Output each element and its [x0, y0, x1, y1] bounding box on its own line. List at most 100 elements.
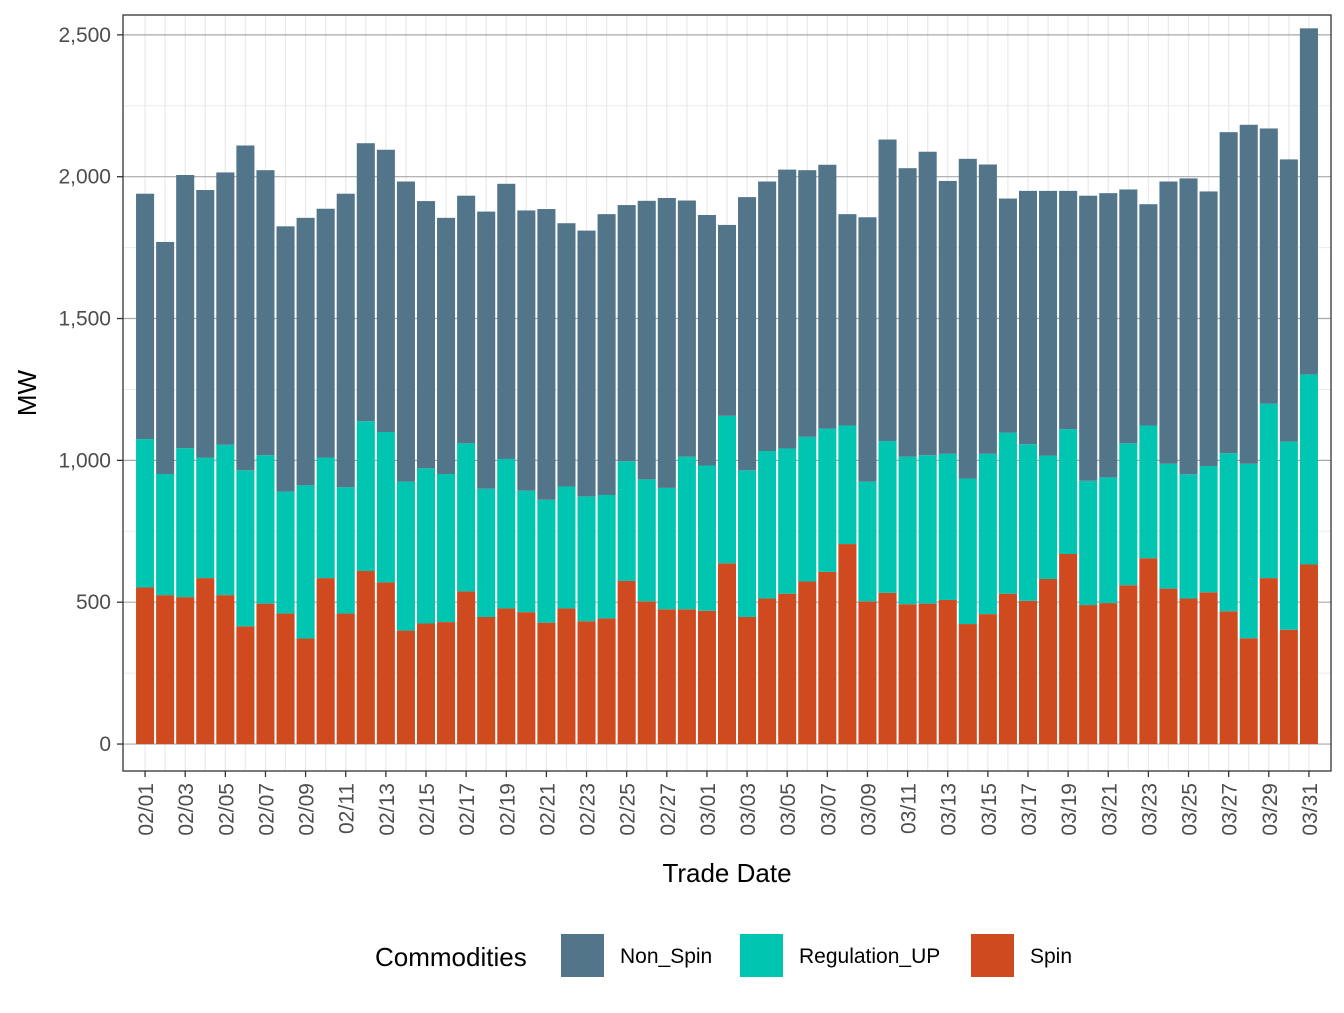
bar-segment-non-spin — [617, 205, 636, 462]
x-tick-label: 03/27 — [1219, 783, 1242, 836]
bar-segment-regulation-up — [176, 448, 195, 598]
bar-segment-non-spin — [1039, 190, 1058, 456]
bar-segment-non-spin — [597, 214, 616, 495]
bar-segment-regulation-up — [1279, 441, 1298, 630]
bar-segment-non-spin — [1299, 28, 1318, 375]
bar-segment-regulation-up — [196, 457, 215, 579]
bar-segment-non-spin — [938, 180, 957, 454]
x-tick-label: 03/17 — [1018, 783, 1041, 836]
bar-segment-non-spin — [256, 170, 275, 456]
x-tick-label: 03/03 — [737, 783, 760, 836]
bar-segment-regulation-up — [376, 432, 395, 583]
x-tick-label: 03/11 — [898, 783, 921, 834]
x-tick-label: 03/13 — [938, 783, 961, 836]
bar-segment-spin — [477, 616, 496, 745]
x-tick-label: 02/03 — [175, 783, 198, 836]
bar-segment-regulation-up — [697, 465, 716, 611]
bar-segment-spin — [918, 603, 937, 745]
bar-segment-spin — [637, 601, 656, 745]
bar-segment-non-spin — [1159, 181, 1178, 464]
bar-segment-spin — [457, 591, 476, 745]
bar-segment-non-spin — [196, 190, 215, 458]
bar-segment-non-spin — [1239, 124, 1258, 464]
bar-segment-non-spin — [1099, 193, 1118, 478]
bar-segment-non-spin — [136, 193, 155, 440]
y-tick-label: 1,000 — [58, 449, 111, 472]
x-tick-label: 02/13 — [376, 783, 399, 836]
bar-segment-spin — [296, 638, 315, 745]
bar-segment-non-spin — [978, 164, 997, 454]
bar-segment-regulation-up — [998, 432, 1017, 594]
bar-segment-spin — [577, 621, 596, 745]
bar-segment-regulation-up — [136, 439, 155, 588]
bar-segment-regulation-up — [156, 473, 175, 596]
bar-segment-regulation-up — [898, 456, 917, 605]
bar-segment-spin — [998, 593, 1017, 745]
bar-segment-regulation-up — [677, 456, 696, 610]
bar-segment-regulation-up — [457, 443, 476, 592]
bars-layer — [136, 28, 1318, 745]
bar-segment-non-spin — [1018, 190, 1038, 445]
bar-segment-non-spin — [296, 217, 315, 486]
bar-segment-non-spin — [1139, 204, 1158, 426]
bar-segment-spin — [316, 578, 335, 745]
bar-segment-regulation-up — [497, 458, 516, 609]
x-tick-label: 03/01 — [697, 783, 720, 836]
bar-segment-non-spin — [1119, 189, 1138, 444]
bar-segment-spin — [818, 571, 837, 745]
bar-segment-regulation-up — [537, 499, 556, 623]
bar-segment-non-spin — [537, 209, 556, 500]
bar-segment-spin — [416, 623, 436, 745]
bar-segment-spin — [617, 580, 636, 745]
bar-segment-non-spin — [437, 217, 456, 474]
bar-segment-non-spin — [216, 172, 235, 445]
y-tick-label: 2,500 — [58, 24, 111, 47]
bar-segment-spin — [497, 608, 516, 745]
bar-segment-non-spin — [396, 181, 415, 482]
bar-segment-spin — [1259, 578, 1278, 745]
bar-segment-spin — [1159, 588, 1178, 745]
bar-segment-non-spin — [557, 223, 576, 487]
bar-segment-non-spin — [717, 224, 737, 416]
bar-segment-regulation-up — [256, 455, 275, 604]
x-tick-label: 03/07 — [817, 783, 840, 836]
bar-segment-spin — [537, 622, 556, 745]
bar-segment-regulation-up — [617, 461, 636, 581]
bar-segment-non-spin — [336, 193, 355, 488]
bar-segment-regulation-up — [717, 415, 737, 564]
bar-segment-non-spin — [416, 201, 436, 469]
bar-segment-non-spin — [276, 226, 295, 492]
x-tick-label: 02/25 — [617, 783, 640, 836]
bar-segment-regulation-up — [918, 455, 937, 604]
bar-segment-regulation-up — [1179, 474, 1198, 599]
x-tick-label: 02/17 — [456, 783, 479, 836]
bar-segment-non-spin — [176, 174, 195, 449]
bar-segment-spin — [1039, 578, 1058, 745]
bar-segment-non-spin — [1079, 195, 1098, 481]
legend-title: Commodities — [375, 942, 527, 972]
bar-segment-spin — [276, 613, 295, 745]
bar-segment-non-spin — [637, 200, 656, 480]
bar-segment-non-spin — [898, 168, 917, 457]
legend-label-non-spin: Non_Spin — [620, 945, 712, 968]
bar-segment-spin — [437, 622, 456, 745]
bar-segment-non-spin — [878, 139, 897, 442]
bar-segment-non-spin — [577, 230, 596, 497]
bar-segment-regulation-up — [1199, 466, 1218, 593]
x-tick-label: 02/15 — [416, 783, 439, 836]
x-tick-label: 03/05 — [777, 783, 800, 836]
bar-segment-regulation-up — [356, 421, 375, 572]
bar-segment-regulation-up — [1119, 443, 1138, 586]
bar-segment-spin — [677, 609, 696, 745]
x-tick-label: 03/21 — [1098, 783, 1121, 836]
x-tick-label: 02/07 — [255, 783, 278, 836]
bar-segment-spin — [236, 626, 255, 745]
plot-panel-border — [122, 14, 1332, 772]
bar-segment-spin — [1219, 611, 1238, 745]
bar-segment-spin — [1099, 603, 1118, 745]
bar-segment-spin — [1119, 585, 1138, 745]
bar-segment-spin — [758, 598, 777, 745]
bar-segment-spin — [517, 612, 536, 745]
